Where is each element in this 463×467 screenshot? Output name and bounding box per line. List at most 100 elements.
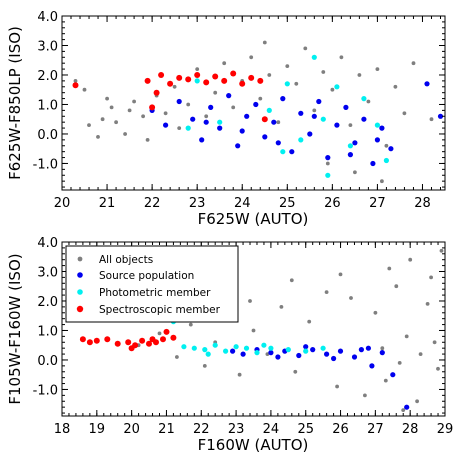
source-population-point bbox=[239, 128, 245, 134]
y-tick-label: 1.0 bbox=[37, 98, 58, 113]
source-population-point bbox=[203, 119, 209, 125]
source-population-point bbox=[390, 372, 396, 378]
y-tick-label: 2.0 bbox=[37, 295, 58, 310]
all-objects-point bbox=[114, 120, 118, 125]
all-objects-point bbox=[408, 257, 413, 262]
all-objects-point bbox=[387, 266, 392, 271]
photometric-member-point bbox=[284, 81, 290, 87]
spectroscopic-member-point bbox=[203, 79, 210, 86]
all-objects-point bbox=[127, 108, 132, 113]
source-population-point bbox=[296, 352, 302, 359]
y-tick-label: 3.0 bbox=[37, 39, 58, 54]
legend-label-source-population: Source population bbox=[99, 270, 194, 282]
spectroscopic-member-point bbox=[149, 104, 156, 111]
spectroscopic-member-point bbox=[261, 116, 268, 123]
x-tick-label: 26 bbox=[332, 422, 349, 437]
photometric-member-point bbox=[254, 350, 260, 356]
all-objects-point bbox=[222, 61, 227, 66]
source-population-point bbox=[230, 348, 236, 354]
all-objects-point bbox=[258, 96, 263, 101]
photometric-member-point bbox=[233, 344, 239, 350]
all-objects-point bbox=[383, 378, 388, 383]
all-objects-point bbox=[375, 67, 380, 71]
source-population-point bbox=[226, 93, 232, 99]
photometric-member-point bbox=[181, 344, 187, 350]
source-population-point bbox=[351, 354, 358, 360]
y-tick-label: -1.0 bbox=[33, 383, 58, 398]
legend-label-spectroscopic-member: Spectroscopic member bbox=[99, 304, 221, 316]
spectroscopic-member-point bbox=[114, 340, 121, 347]
source-population-point bbox=[324, 351, 330, 357]
photometric-member-point bbox=[185, 125, 191, 131]
source-population-point bbox=[325, 155, 331, 161]
spectroscopic-member-point bbox=[146, 340, 152, 347]
source-population-point bbox=[289, 149, 295, 155]
all-objects-point bbox=[276, 120, 281, 125]
source-population-point bbox=[358, 347, 364, 353]
all-objects-point bbox=[402, 111, 407, 116]
all-objects-point bbox=[363, 393, 367, 398]
source-population-point bbox=[199, 137, 205, 143]
top-panel: 20 21 22 23 24 25 26 27 28 -1.0 0.0 1.0 2.0 3.0 4.0 F6… bbox=[6, 10, 446, 228]
bottom-panel-y-axis-title: F105W-F160W (ISO) bbox=[6, 253, 24, 404]
all-objects-point bbox=[415, 399, 419, 404]
all-objects-point bbox=[349, 296, 353, 300]
all-objects-point bbox=[175, 355, 179, 359]
spectroscopic-member-point bbox=[160, 336, 166, 343]
source-population-point bbox=[370, 160, 376, 167]
source-population-point bbox=[404, 404, 410, 410]
spectroscopic-member-point bbox=[128, 345, 135, 352]
source-population-point bbox=[163, 122, 169, 128]
y-tick-label: 4.0 bbox=[37, 236, 58, 251]
source-population-point bbox=[343, 104, 349, 110]
all-objects-point bbox=[411, 61, 416, 66]
photometric-member-point bbox=[261, 342, 267, 348]
x-tick-label: 25 bbox=[297, 422, 314, 437]
all-objects-point bbox=[249, 55, 254, 60]
x-tick-label: 21 bbox=[99, 196, 116, 211]
source-population-point bbox=[352, 140, 358, 146]
source-population-point bbox=[331, 355, 337, 362]
all-objects-point bbox=[172, 84, 177, 89]
legend-marker-all-objects bbox=[77, 256, 83, 262]
x-tick-label: 29 bbox=[437, 422, 454, 437]
spectroscopic-member-point bbox=[153, 89, 160, 96]
source-population-point bbox=[424, 81, 430, 87]
x-tick-label: 25 bbox=[279, 196, 296, 211]
all-objects-point bbox=[303, 46, 308, 51]
photometric-member-point bbox=[194, 78, 200, 84]
all-objects-point bbox=[202, 364, 207, 368]
all-objects-point bbox=[100, 117, 105, 122]
all-objects-point bbox=[163, 111, 168, 116]
all-objects-point bbox=[267, 73, 272, 77]
all-objects-point bbox=[380, 179, 384, 184]
source-population-point bbox=[244, 113, 250, 119]
source-population-point bbox=[271, 119, 277, 125]
spectroscopic-member-point bbox=[185, 76, 192, 83]
photometric-member-point bbox=[191, 345, 197, 351]
all-objects-point bbox=[87, 123, 91, 127]
source-population-point bbox=[208, 104, 214, 110]
spectroscopic-member-point bbox=[212, 73, 219, 80]
all-objects-point bbox=[312, 108, 317, 113]
x-tick-label: 27 bbox=[369, 196, 386, 211]
all-objects-point bbox=[432, 340, 437, 345]
legend-marker-photometric-member bbox=[77, 289, 83, 295]
y-tick-label: 0.0 bbox=[37, 354, 58, 369]
source-population-point bbox=[280, 96, 286, 102]
spectroscopic-member-point bbox=[144, 77, 151, 84]
source-population-point bbox=[307, 131, 313, 137]
all-objects-point bbox=[404, 334, 409, 339]
x-tick-label: 20 bbox=[123, 422, 140, 437]
all-objects-point bbox=[325, 161, 330, 166]
all-objects-point bbox=[204, 114, 209, 119]
all-objects-point bbox=[177, 126, 182, 130]
top-panel-y-axis-title: F625W-F850LP (ISO) bbox=[6, 26, 24, 180]
photometric-member-point bbox=[383, 157, 389, 164]
y-tick-label: 0.0 bbox=[37, 128, 58, 143]
all-objects-point bbox=[251, 328, 256, 333]
x-tick-label: 27 bbox=[367, 422, 384, 437]
source-population-point bbox=[365, 345, 371, 351]
all-objects-point bbox=[248, 299, 252, 303]
